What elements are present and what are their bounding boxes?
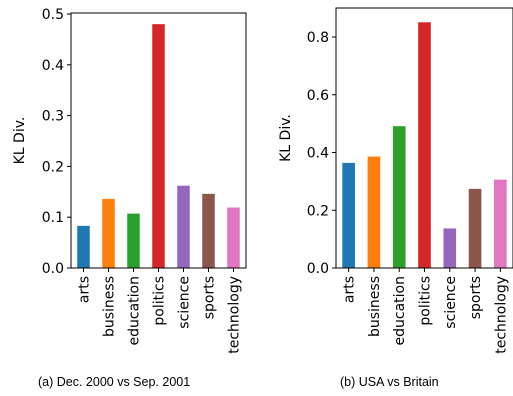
bar-science: [443, 228, 457, 268]
caption-a: (a) Dec. 2000 vs Sep. 2001: [38, 375, 191, 389]
x-tick-label-technology: technology: [493, 276, 509, 354]
y-tick-label: 0.2: [307, 203, 329, 219]
x-tick-label-sports: sports: [202, 276, 218, 319]
bar-sports: [468, 188, 482, 268]
y-tick-label: 0.0: [42, 261, 64, 277]
x-tick-label-business: business: [102, 276, 118, 337]
y-tick-label: 0.4: [307, 146, 329, 162]
y-axis-label: KL Div.: [12, 117, 28, 165]
bar-business: [102, 198, 115, 268]
chart-a: 0.0 0.1 0.2 0.3 0.4 0.5 arts business education p…: [12, 7, 247, 354]
bar-science: [177, 185, 190, 268]
x-tick-label-science: science: [443, 276, 459, 329]
x-tick-label-politics: politics: [152, 276, 168, 326]
y-tick-label: 0.6: [307, 88, 329, 104]
bar-politics: [418, 22, 431, 268]
y-tick-label: 0.2: [42, 159, 64, 175]
y-axis-label: KL Div.: [278, 114, 294, 162]
bar-sports: [202, 193, 215, 268]
caption-b: (b) USA vs Britain: [340, 375, 439, 389]
bar-business: [367, 156, 381, 268]
x-tick-label-sports: sports: [468, 276, 484, 319]
x-tick-label-science: science: [177, 276, 193, 329]
bar-arts: [342, 162, 355, 268]
y-tick-label: 0.3: [42, 109, 64, 125]
y-tick-label: 0.8: [307, 30, 329, 46]
x-tick-label-politics: politics: [418, 276, 434, 326]
bar-technology: [494, 179, 507, 268]
x-tick-label-business: business: [367, 276, 383, 337]
bar-education: [392, 126, 406, 268]
x-tick-label-technology: technology: [227, 276, 243, 354]
bar-education: [127, 213, 140, 268]
bar-technology: [227, 207, 240, 268]
y-tick-label: 0.4: [42, 58, 64, 74]
x-tick-label-arts: arts: [77, 276, 93, 303]
x-tick-label-arts: arts: [342, 276, 358, 303]
chart-b: 0.0 0.2 0.4 0.6 0.8 arts business education poli…: [278, 7, 513, 354]
y-tick-label: 0.0: [307, 261, 329, 277]
bar-arts: [77, 225, 90, 268]
y-tick-label: 0.5: [42, 7, 64, 23]
x-tick-label-education: education: [127, 276, 143, 345]
bar-politics: [152, 24, 165, 268]
y-tick-label: 0.1: [42, 210, 64, 226]
x-tick-label-education: education: [392, 276, 408, 345]
